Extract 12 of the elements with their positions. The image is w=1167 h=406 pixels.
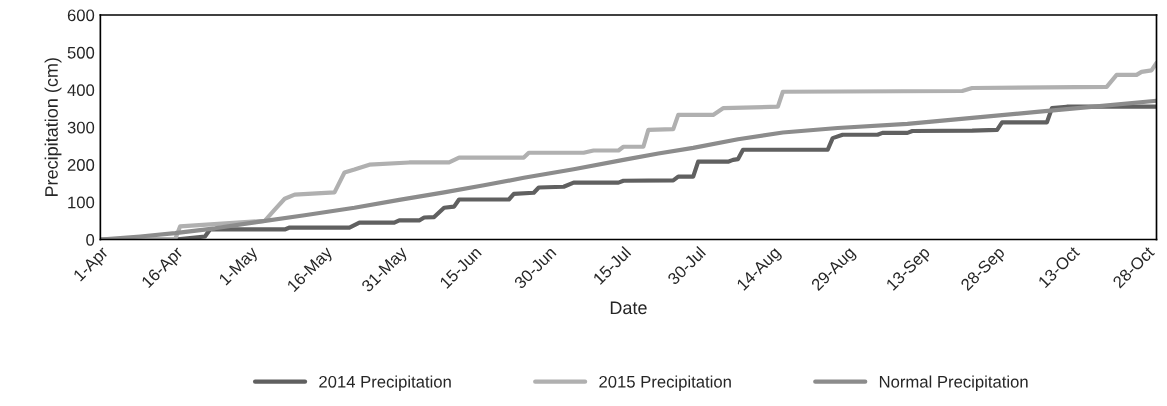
y-tick-label: 600 bbox=[67, 9, 95, 22]
x-axis-title: Date bbox=[610, 301, 647, 315]
y-tick-label: 500 bbox=[67, 46, 95, 59]
y-tick-label: 0 bbox=[86, 233, 95, 246]
legend-label: Normal Precipitation bbox=[879, 375, 1028, 391]
legend-label: 2015 Precipitation bbox=[599, 375, 731, 391]
y-tick-label: 300 bbox=[67, 121, 95, 134]
y-axis-title: Precipitation (cm) bbox=[44, 58, 62, 197]
y-tick-label: 400 bbox=[67, 84, 95, 97]
legend-label: 2014 Precipitation bbox=[319, 375, 451, 391]
y-tick-label: 100 bbox=[68, 196, 95, 209]
y-tick-label: 200 bbox=[67, 159, 95, 171]
